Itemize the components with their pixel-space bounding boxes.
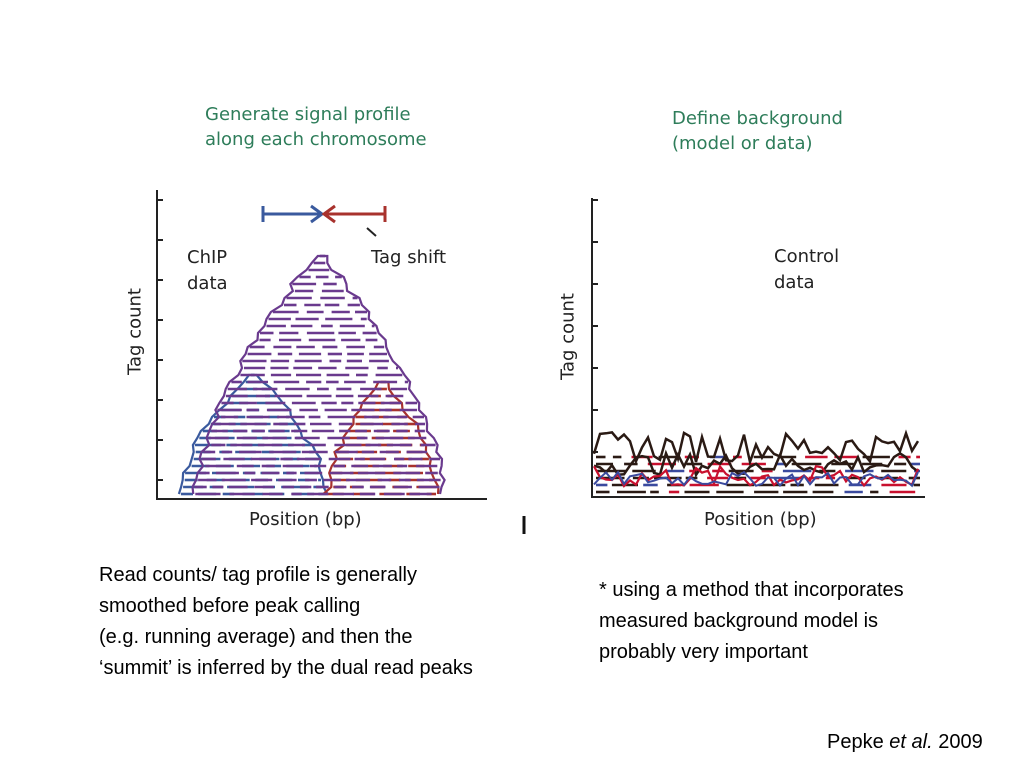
caption-smoothing: Read counts/ tag profile is generally sm… [99, 560, 569, 684]
right-axes [591, 198, 925, 498]
tag-shift-arrows [261, 204, 387, 237]
control-trace [593, 449, 919, 478]
forward-reads-stack [177, 373, 329, 496]
left-title-line-2: along each chromosome [205, 129, 427, 150]
caption-left-line-3: (e.g. running average) and then the [99, 626, 413, 648]
caption-left-line-1: Read counts/ tag profile is generally [99, 564, 417, 586]
control-trace [593, 470, 919, 488]
left-y-axis-label: Tag count [124, 288, 146, 375]
caption-background-note: * using a method that incorporates measu… [599, 575, 999, 668]
right-title-line-2: (model or data) [672, 133, 813, 154]
summit-outline [191, 254, 446, 495]
control-label-line-1: Control [774, 246, 840, 267]
chip-data-label: ChIP data [187, 245, 228, 297]
citation: Pepke et al. 2009 [827, 731, 983, 754]
control-trace [593, 464, 920, 488]
control-trace [592, 429, 920, 467]
left-x-axis-label: Position (bp) [249, 509, 362, 530]
right-panel-title: Define background (model or data) [672, 106, 843, 156]
citation-author: Pepke [827, 731, 884, 753]
chip-label-line-1: ChIP [187, 247, 228, 268]
left-panel-title: Generate signal profile along each chrom… [205, 102, 427, 152]
forward-outline [177, 373, 329, 495]
right-y-ticks [592, 199, 598, 453]
caption-left-line-2: smoothed before peak calling [99, 595, 361, 617]
citation-year: 2009 [938, 731, 983, 753]
right-y-axis-label: Tag count [557, 293, 579, 380]
citation-etal: et al. [889, 731, 933, 753]
tag-shift-label: Tag shift [371, 247, 447, 268]
left-title-line-1: Generate signal profile [205, 104, 411, 125]
control-data-label: Control data [774, 244, 839, 296]
chip-label-line-2: data [187, 273, 228, 294]
caption-right-line-2: measured background model is [599, 610, 879, 632]
left-axes [156, 190, 487, 500]
right-title-line-1: Define background [672, 108, 843, 129]
summit-reads-stack [191, 254, 446, 496]
caption-left-line-4: ‘summit’ is inferred by the dual read pe… [99, 657, 473, 679]
right-x-axis-label: Position (bp) [704, 509, 817, 530]
caption-right-line-1: * using a method that incorporates [599, 579, 904, 601]
left-y-ticks [157, 199, 163, 481]
control-reads-stack [592, 429, 920, 494]
reverse-arrow-head [321, 204, 336, 224]
tag-shift-pointer [366, 227, 377, 237]
control-label-line-2: data [774, 272, 815, 293]
caption-right-line-3: probably very important [599, 641, 808, 663]
